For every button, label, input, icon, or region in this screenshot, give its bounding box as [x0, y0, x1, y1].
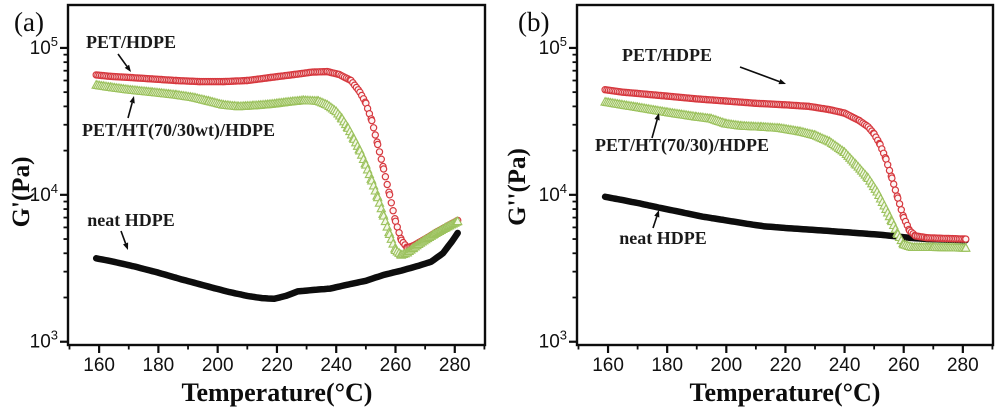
x-axis-ticks: 160 180 200 220 240 260 280 — [577, 345, 994, 376]
annotation-arrowhead-icon — [123, 242, 129, 250]
annotation-neat-hdpe: neat HDPE — [619, 210, 707, 248]
series-label-text: neat HDPE — [619, 228, 707, 248]
x-axis-ticks: 160 180 200 220 240 260 280 — [68, 345, 486, 376]
x-tick-label: 260 — [380, 355, 412, 376]
circle-marker — [374, 140, 382, 149]
x-tick-label: 220 — [770, 355, 802, 376]
x-tick-label: 160 — [592, 355, 624, 376]
annotation-pet-ht-70-30-hdpe: PET/HT(70/30)/HDPE — [595, 113, 769, 156]
annotation-arrow-shaft — [739, 66, 780, 83]
circle-marker — [385, 191, 394, 199]
annotation-arrow-shaft — [127, 102, 133, 119]
series-pet-ht-70-30wt-hdpe — [91, 79, 463, 259]
x-axis-title: Temperature(°C) — [690, 378, 881, 407]
circle-marker — [377, 155, 385, 163]
annotation-pet-ht-70-30wt-hdpe: PET/HT(70/30wt)/HDPE — [82, 96, 275, 141]
series-label-text: neat HDPE — [87, 210, 175, 230]
triangle-marker — [960, 242, 971, 252]
x-tick-label: 200 — [710, 355, 742, 376]
series-label-text: PET/HDPE — [622, 45, 712, 65]
annotation-pet-hdpe: PET/HDPE — [86, 32, 176, 72]
annotation-arrowhead-icon — [654, 113, 660, 121]
series-pet-ht-70-30-hdpe — [600, 96, 971, 252]
series-label-text: PET/HT(70/30wt)/HDPE — [82, 120, 275, 141]
circle-marker — [375, 148, 384, 156]
x-tick-label: 200 — [202, 355, 234, 376]
circle-marker — [890, 180, 898, 188]
annotation-arrowhead-icon — [654, 210, 660, 218]
x-tick-label: 180 — [651, 355, 683, 376]
y-axis-ticks: 103 104 105 — [539, 34, 577, 353]
circle-marker — [368, 116, 376, 125]
y-tick-label: 104 — [539, 181, 567, 206]
panel-letter: (b) — [518, 7, 549, 37]
circle-marker — [888, 174, 896, 182]
panel-letter: (a) — [14, 7, 44, 37]
y-tick-label: 103 — [539, 328, 567, 353]
plot-frame — [66, 3, 487, 347]
annotation-arrowhead-icon — [778, 79, 786, 85]
annotation-arrow-shaft — [117, 53, 128, 67]
circle-marker — [371, 131, 379, 139]
annotation-pet-hdpe: PET/HDPE — [622, 45, 786, 85]
circle-marker — [389, 206, 397, 215]
circle-marker — [387, 199, 395, 207]
x-tick-label: 280 — [947, 355, 979, 376]
data-line — [92, 229, 461, 303]
x-tick-label: 260 — [888, 355, 920, 376]
circle-marker — [383, 180, 391, 189]
y-tick-label: 105 — [30, 34, 58, 59]
y-axis-ticks: 103 104 105 — [30, 34, 68, 353]
annotation-neat-hdpe: neat HDPE — [87, 210, 175, 250]
series-pet-hdpe — [601, 85, 970, 243]
circle-marker — [962, 235, 970, 243]
triangle-marker — [452, 215, 463, 226]
annotation-arrow-shaft — [652, 216, 658, 229]
chart-panel-b: 160 180 200 220 240 260 280 103 104 105 Temperatur… — [500, 0, 1000, 413]
data-line — [601, 193, 970, 244]
x-tick-label: 280 — [439, 355, 471, 376]
x-axis-title: Temperature(°C) — [182, 378, 373, 407]
y-axis-title: G'(Pa) — [8, 157, 35, 228]
circle-marker — [891, 186, 900, 194]
annotation-arrow-shaft — [651, 119, 658, 139]
y-tick-label: 103 — [30, 328, 58, 353]
series-label-text: PET/HT(70/30)/HDPE — [595, 135, 769, 156]
circle-marker — [379, 165, 388, 173]
x-tick-label: 180 — [143, 355, 175, 376]
x-tick-label: 220 — [261, 355, 293, 376]
x-tick-label: 240 — [829, 355, 861, 376]
x-tick-label: 160 — [83, 355, 115, 376]
annotation-arrow-shaft — [120, 230, 127, 244]
circle-marker — [381, 172, 390, 181]
y-tick-label: 105 — [539, 34, 567, 59]
series-label-text: PET/HDPE — [86, 32, 176, 52]
x-tick-label: 240 — [320, 355, 352, 376]
chart-b-loss-modulus: 160 180 200 220 240 260 280 103 104 105 Temperatur… — [504, 3, 995, 407]
series-neat-hdpe — [92, 229, 461, 303]
chart-panel-a: 160 180 200 220 240 260 280 103 104 105 Temperatur… — [8, 3, 487, 407]
y-tick-label: 104 — [30, 181, 58, 206]
circle-marker — [895, 200, 904, 208]
circle-marker — [369, 124, 378, 132]
annotation-arrowhead-icon — [129, 96, 135, 104]
annotation-arrowhead-icon — [124, 64, 131, 72]
series-neat-hdpe — [601, 193, 970, 244]
chart-a-storage-modulus: 160 180 200 220 240 260 280 103 104 105 Temperatur… — [8, 3, 487, 407]
y-axis-title: G''(Pa) — [504, 148, 531, 226]
